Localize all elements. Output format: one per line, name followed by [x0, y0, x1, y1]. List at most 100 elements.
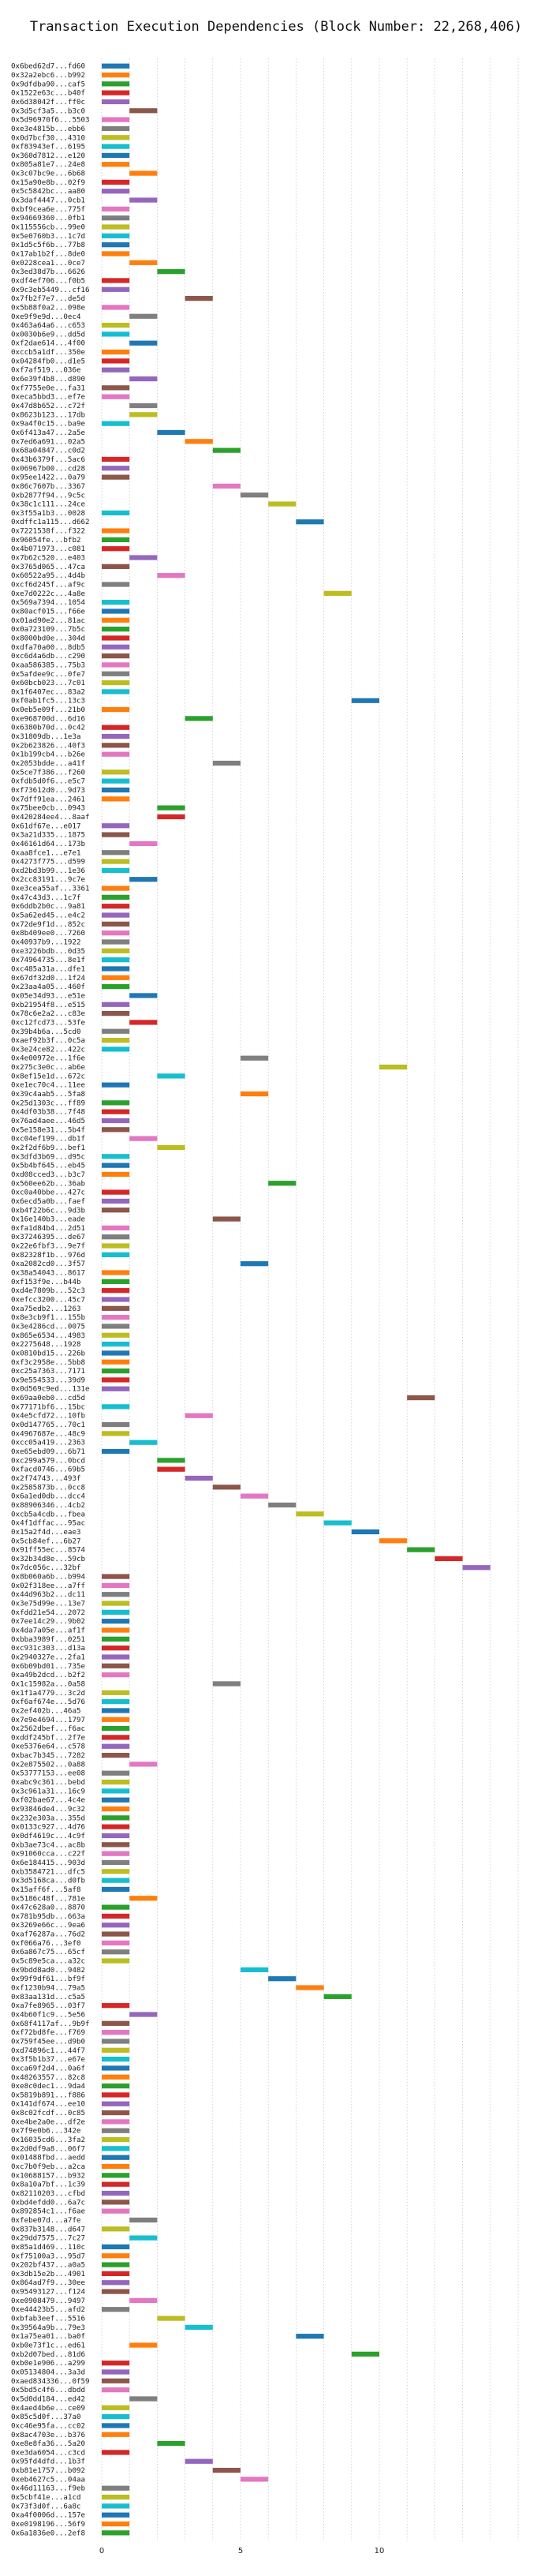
- tx-bar: [268, 1181, 297, 1186]
- y-tick-label: 0x2ef402b...46a5: [11, 1706, 81, 1715]
- tx-bar: [102, 1833, 130, 1839]
- tx-bar: [102, 528, 130, 534]
- tx-bar: [102, 90, 130, 95]
- tx-bar: [102, 1797, 130, 1803]
- y-tick-label: 0x3e75d99e...13e7: [11, 1600, 85, 1608]
- y-tick-label: 0x420284ee4...8aaf: [11, 813, 90, 822]
- tx-bar: [102, 1851, 130, 1856]
- y-tick-label: 0x805a81e7...24e8: [11, 160, 85, 169]
- tx-bar: [379, 1538, 408, 1544]
- tx-bar: [102, 894, 130, 900]
- y-tick-label: 0x68f4117af...9b9f: [11, 2020, 90, 2028]
- tx-bar: [102, 394, 130, 399]
- tx-bar: [185, 1475, 213, 1481]
- tx-bar: [102, 1574, 130, 1579]
- y-tick-label: 0xf83943ef...6195: [11, 143, 85, 152]
- y-tick-label: 0x8c02fcdf...0c85: [11, 2109, 85, 2117]
- tx-bar: [129, 1020, 158, 1025]
- y-tick-label: 0xdffc1a115...d662: [11, 518, 90, 526]
- y-tick-label: 0x4e00972e...1f6e: [11, 1054, 85, 1063]
- x-tick-labels: 0 5 10: [99, 2547, 385, 2555]
- tx-bar: [102, 1404, 130, 1410]
- tx-bar: [102, 680, 130, 686]
- tx-bar: [102, 2271, 130, 2277]
- tx-bar: [102, 966, 130, 972]
- y-tick-label: 0x6a1836e0...2ef8: [11, 2529, 85, 2537]
- tx-bar: [102, 769, 130, 775]
- tx-bar: [102, 1010, 130, 1017]
- y-tick-label: 0x6e39f4b8...d890: [11, 375, 85, 384]
- tx-bar: [241, 2477, 269, 2482]
- tx-bar: [185, 716, 213, 721]
- y-tick-label: 0x4b60f1c9...5e56: [11, 2010, 85, 2019]
- tx-bar: [102, 787, 130, 793]
- y-tick-label: 0xaef92b3f...0c5a: [11, 1036, 85, 1045]
- tx-bar: [102, 286, 130, 292]
- y-tick-label: 0x78c6e2a2...c83e: [11, 1009, 85, 1018]
- y-tick-label: 0x0228cea1...0ce7: [11, 259, 85, 268]
- tx-bar: [102, 2253, 130, 2259]
- y-tick-label: 0x2053bdde...a41f: [11, 759, 85, 768]
- y-tick-label: 0x0eb5e09f...21b0: [11, 706, 85, 714]
- y-tick-label: 0x23aa4a05...460f: [11, 983, 85, 991]
- y-tick-label: 0xd4e7809b...52c3: [11, 1286, 85, 1295]
- tx-bar: [102, 564, 130, 569]
- y-tick-label: 0xf3c2958e...5bb8: [11, 1358, 85, 1367]
- y-tick-label: 0x31809db...1e3a: [11, 732, 81, 741]
- tx-bar: [129, 313, 158, 319]
- y-tick-label: 0xa49b2dcd...b2f2: [11, 1671, 85, 1679]
- tx-bar: [102, 2047, 130, 2053]
- y-tick-label: 0xbd4efdd0...6a7c: [11, 2198, 85, 2207]
- tx-bar: [102, 948, 130, 953]
- y-tick-label: 0xe8e8fa36...5a20: [11, 2439, 85, 2448]
- tx-bar: [102, 2163, 130, 2170]
- tx-bar: [102, 635, 130, 641]
- y-tick-label: 0x32b34d8e...59cb: [11, 1555, 85, 1563]
- tx-bar: [102, 2450, 130, 2455]
- tx-bar: [241, 1967, 269, 1972]
- tx-bar: [102, 617, 130, 623]
- tx-bar: [268, 1502, 297, 1508]
- y-tick-label: 0xb4f22b6c...9d3b: [11, 1206, 85, 1215]
- tx-bar: [323, 590, 352, 596]
- tx-bar: [102, 689, 130, 695]
- tx-bar: [157, 429, 185, 436]
- y-tick-label: 0x61df67e...e017: [11, 822, 81, 830]
- tx-bar: [102, 1002, 130, 1007]
- y-tick-label: 0x15aff6f...5af8: [11, 1885, 81, 1894]
- y-tick-label: 0xb0e73f1c...ed61: [11, 2342, 85, 2350]
- y-tick-label: 0x5186c48f...781e: [11, 1894, 85, 1903]
- tx-bar: [102, 117, 130, 122]
- tx-bar: [268, 1976, 297, 1982]
- y-tick-label: 0xf72bd8fe...f769: [11, 2028, 85, 2037]
- tx-bar: [102, 1243, 130, 1249]
- tx-bar: [102, 233, 130, 238]
- y-tick-label: 0x17ab1b2f...8de0: [11, 249, 85, 258]
- tx-bar: [241, 1493, 269, 1499]
- tx-bar: [102, 653, 130, 659]
- y-tick-label: 0x6a867c75...65cf: [11, 1948, 85, 1956]
- y-tick-label: 0x15a2f4d...eae3: [11, 1528, 81, 1537]
- tx-bar: [102, 1118, 130, 1124]
- y-tick-label: 0x5819b891...f886: [11, 2091, 85, 2099]
- tx-bar: [102, 608, 130, 614]
- y-tick-label: 0x67df32d0...1f24: [11, 974, 86, 983]
- y-tick-label: 0x6e184415...903d: [11, 1859, 85, 1867]
- y-tick-label: 0xc299a579...0bcd: [11, 1456, 85, 1465]
- y-tick-label: 0x46161d64...173b: [11, 840, 85, 848]
- tx-bar: [241, 1261, 269, 1267]
- tx-bar: [102, 1305, 130, 1311]
- tx-bar: [102, 81, 130, 87]
- tx-bar: [351, 2351, 379, 2357]
- y-tick-label: 0x7ee14c29...9b02: [11, 1617, 85, 1626]
- y-tick-label: 0x0133c927...4d76: [11, 1823, 85, 1832]
- y-tick-label: 0x1f6407ec...83a2: [11, 687, 85, 696]
- y-tick-label: 0x82328f1b...976d: [11, 1251, 85, 1260]
- y-tick-label: 0x5b4bf645...eb45: [11, 1162, 85, 1170]
- tx-bar: [102, 2146, 130, 2151]
- y-tick-label: 0x2e875502...0a88: [11, 1760, 85, 1769]
- y-tick-label: 0xd08cced3...b3c7: [11, 1170, 85, 1179]
- tx-bar: [102, 1109, 130, 1114]
- tx-bar: [296, 1985, 324, 1990]
- y-tick-label: 0xf2dae614...4f00: [11, 339, 85, 348]
